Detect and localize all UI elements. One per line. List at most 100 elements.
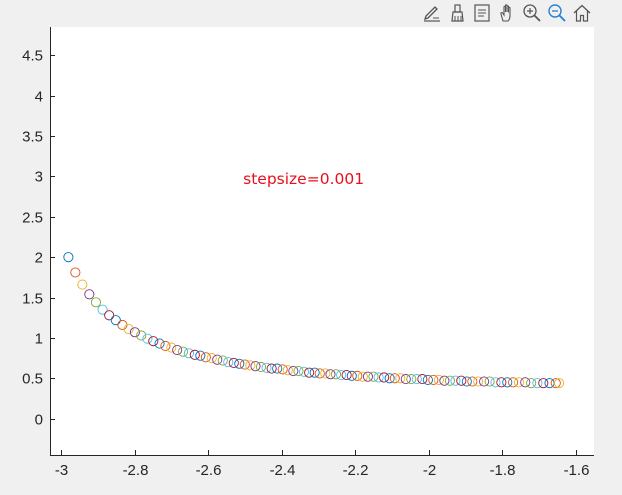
annotation-label: stepsize=0.001 (243, 170, 364, 188)
data-point (250, 361, 261, 372)
data-point (417, 374, 428, 385)
data-point (532, 378, 543, 389)
axes (50, 27, 594, 456)
x-tick-label: -2.2 (343, 462, 369, 479)
data-point (502, 377, 513, 388)
y-tick-label: 4.5 (22, 48, 43, 65)
data-point (433, 374, 444, 385)
data-point (189, 349, 200, 360)
data-point (200, 352, 211, 363)
data-point (550, 378, 561, 389)
data-point (304, 367, 315, 378)
zoom-out-icon[interactable] (545, 1, 569, 25)
y-tick-label: 1.5 (22, 291, 43, 308)
data-point (526, 378, 537, 389)
data-point (467, 376, 478, 387)
y-tick-label: 3.5 (22, 129, 43, 146)
data-point (320, 368, 331, 379)
data-point (183, 348, 194, 359)
data-point (314, 368, 325, 379)
data-point (484, 376, 495, 387)
x-tick-label: -2.8 (123, 462, 149, 479)
data-point (400, 374, 411, 385)
y-tick-label: 4 (35, 89, 43, 106)
data-point (245, 360, 256, 371)
brush-icon[interactable] (445, 1, 469, 25)
data-point (154, 338, 165, 349)
data-point (160, 340, 171, 352)
data-point (389, 373, 400, 384)
data-point (90, 297, 101, 308)
data-point (223, 357, 234, 368)
data-point (450, 375, 461, 386)
data-point (309, 367, 320, 378)
data-point (261, 362, 272, 373)
data-point (384, 373, 395, 384)
data-point (298, 366, 310, 377)
edit-plot-icon[interactable] (420, 1, 444, 25)
data-point (70, 267, 81, 278)
data-markers (63, 252, 565, 389)
data-point (496, 377, 507, 388)
data-point (513, 377, 525, 388)
data-point (379, 372, 390, 383)
data-point (444, 375, 455, 386)
data-point (439, 375, 450, 386)
data-point (110, 315, 121, 326)
x-tick-label: -3 (55, 462, 68, 479)
y-tick-label: 3 (35, 169, 43, 186)
data-point (195, 350, 206, 361)
axes-background (50, 27, 594, 455)
home-icon[interactable] (570, 1, 594, 25)
data-point (148, 336, 159, 347)
data-point (206, 353, 217, 364)
data-point (142, 333, 153, 344)
data-point (461, 376, 472, 387)
data-point (255, 361, 267, 373)
data-point (97, 304, 108, 315)
data-point (293, 365, 304, 377)
data-point (129, 327, 140, 338)
data-point (368, 371, 379, 382)
data-point (178, 346, 189, 357)
x-tick-label: -2.4 (270, 462, 296, 479)
data-point (63, 252, 74, 263)
y-tick-label: 2 (35, 250, 43, 267)
data-point (212, 354, 223, 365)
data-point (123, 323, 134, 335)
y-tick-label: 0.5 (22, 371, 43, 388)
tick-labels: -3 -2.8 -2.6 -2.4 -2.2 -2 -1.8 -1.6 0 0.5 1 1.5 2 2.5… (22, 48, 589, 480)
data-point (325, 369, 336, 380)
data-point (406, 374, 417, 385)
data-point (330, 369, 342, 380)
data-point (272, 363, 283, 374)
y-tick-label: 0 (35, 412, 43, 429)
data-point (473, 376, 484, 387)
data-point (217, 355, 228, 366)
data-point (341, 369, 352, 381)
data-point (104, 310, 115, 321)
data-point (228, 357, 239, 368)
data-point (282, 365, 293, 376)
data-point (357, 371, 368, 382)
data-point (422, 374, 433, 385)
data-point (373, 372, 384, 383)
pan-icon[interactable] (495, 1, 519, 25)
data-point (411, 374, 422, 385)
data-point (508, 377, 519, 388)
data-point (395, 373, 406, 384)
data-point (172, 344, 183, 356)
data-point (336, 369, 347, 381)
x-tick-label: -2.6 (196, 462, 222, 479)
zoom-in-icon[interactable] (520, 1, 544, 25)
data-point (288, 365, 299, 377)
data-point (456, 375, 467, 386)
data-tips-icon[interactable] (470, 1, 494, 25)
x-tick-label: -2 (423, 462, 436, 479)
data-point (428, 374, 439, 385)
axes-toolbar (420, 1, 594, 25)
data-point (520, 377, 531, 388)
data-point (346, 370, 357, 381)
